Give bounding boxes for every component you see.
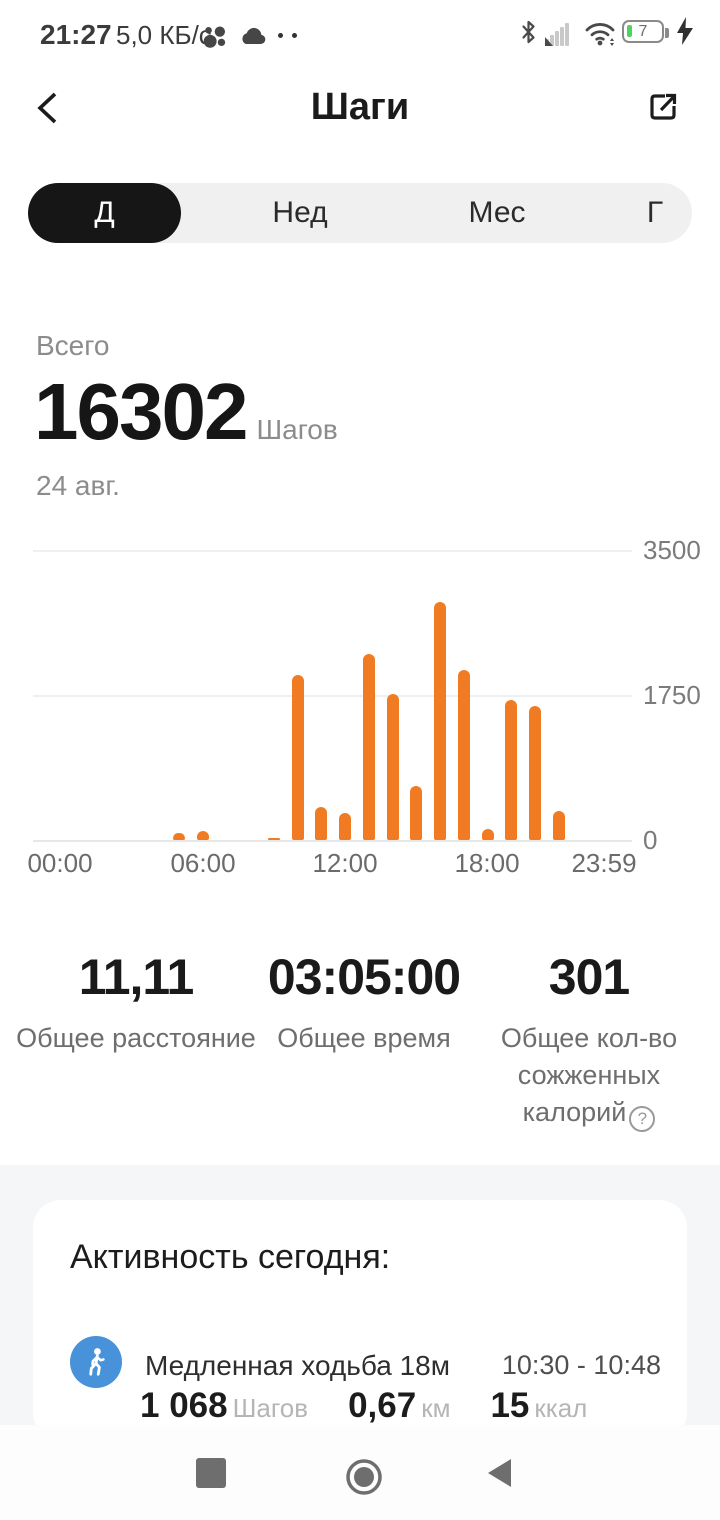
chart-bar[interactable] [196, 831, 209, 840]
chart-bar[interactable] [267, 838, 280, 840]
x-axis-label: 23:59 [571, 848, 637, 878]
chart-bar[interactable] [362, 654, 375, 840]
activity-distance: 0,67 км [348, 1386, 451, 1425]
period-tabs: Д Нед Мес Г [28, 183, 692, 243]
total-steps-unit: Шагов [256, 414, 338, 445]
cloud-icon [242, 27, 266, 45]
home-button[interactable] [343, 1456, 385, 1498]
y-axis-label: 3500 [643, 535, 701, 565]
activity-time-range: 10:30 - 10:48 [501, 1350, 661, 1380]
total-steps-value: 16302 [34, 367, 248, 456]
stat-calories: 301 Общее кол-во сожженных калорий? [459, 948, 719, 1132]
tab-year[interactable]: Г [646, 196, 664, 229]
battery-icon: 7 [622, 20, 669, 43]
activity-steps: 1 068 Шагов [140, 1386, 309, 1425]
x-axis-label: 18:00 [454, 848, 520, 878]
stat-calories-value: 301 [548, 949, 630, 1005]
chart-bar[interactable] [457, 670, 470, 840]
bluetooth-icon [522, 20, 535, 44]
stat-distance-label: Общее расстояние [16, 1023, 256, 1053]
more-notifications-icon [278, 33, 297, 38]
activity-metrics: 1 068 Шагов 0,67 км 15 ккал [140, 1386, 587, 1426]
stat-distance: 11,11 Общее расстояние [6, 948, 266, 1057]
chart-bar[interactable] [410, 786, 423, 840]
activity-calories: 15 ккал [490, 1386, 588, 1425]
tab-week[interactable]: Нед [272, 196, 328, 229]
stat-distance-value: 11,11 [78, 949, 195, 1005]
system-nav-bar [0, 1425, 720, 1520]
chart-bar[interactable] [386, 694, 399, 840]
activity-card-title: Активность сегодня: [70, 1238, 391, 1276]
activity-card: Активность сегодня: Медленная ходьба 18м… [33, 1200, 687, 1440]
chart-bar[interactable] [315, 807, 328, 840]
stat-time-label: Общее время [277, 1023, 451, 1053]
help-icon[interactable]: ? [629, 1105, 656, 1132]
steps-bar-chart: 0 1750 3500 00:00 06:00 12:00 18:00 23:59 [0, 530, 720, 880]
chart-bar[interactable] [552, 811, 565, 840]
share-icon[interactable] [641, 84, 687, 130]
recents-button[interactable] [196, 1458, 226, 1488]
chart-bar[interactable] [481, 829, 494, 840]
total-label: Всего [36, 330, 110, 361]
back-icon[interactable] [28, 86, 72, 130]
x-axis-label: 00:00 [27, 848, 93, 878]
y-axis-label: 0 [643, 825, 658, 855]
total-steps: 16302 Шагов [34, 372, 338, 452]
stat-time-value: 03:05:00 [267, 949, 461, 1005]
selected-date[interactable]: 24 авг. [36, 470, 120, 501]
chart-bar[interactable] [339, 813, 351, 840]
clock: 21:27 [40, 19, 112, 50]
activity-name[interactable]: Медленная ходьба 18м [145, 1350, 450, 1381]
chart-bar[interactable] [434, 602, 446, 840]
tab-day[interactable]: Д [28, 183, 181, 243]
x-axis-label: 06:00 [170, 848, 236, 878]
nav-back-button[interactable] [488, 1459, 511, 1487]
tab-month[interactable]: Мес [468, 196, 526, 229]
page-title: Шаги [310, 86, 410, 128]
battery-fill [626, 25, 632, 37]
app-dots-icon [203, 26, 226, 48]
chart-bar[interactable] [529, 706, 541, 840]
x-axis-label: 12:00 [312, 848, 378, 878]
cell-signal-icon [545, 23, 571, 46]
charging-bolt-icon [677, 17, 693, 45]
walking-icon [70, 1336, 122, 1388]
y-axis-label: 1750 [643, 680, 701, 710]
stat-time: 03:05:00 Общее время [234, 948, 494, 1057]
wifi-icon [585, 23, 615, 46]
network-speed: 5,0 КБ/с [116, 20, 212, 50]
chart-bar[interactable] [172, 833, 185, 840]
chart-bar[interactable] [291, 675, 304, 840]
chart-bar[interactable] [505, 700, 518, 840]
battery-percent: 7 [638, 22, 648, 40]
stat-calories-label: Общее кол-во сожженных калорий? [476, 1020, 702, 1132]
status-bar: 21:27 5,0 КБ/с [0, 0, 720, 60]
